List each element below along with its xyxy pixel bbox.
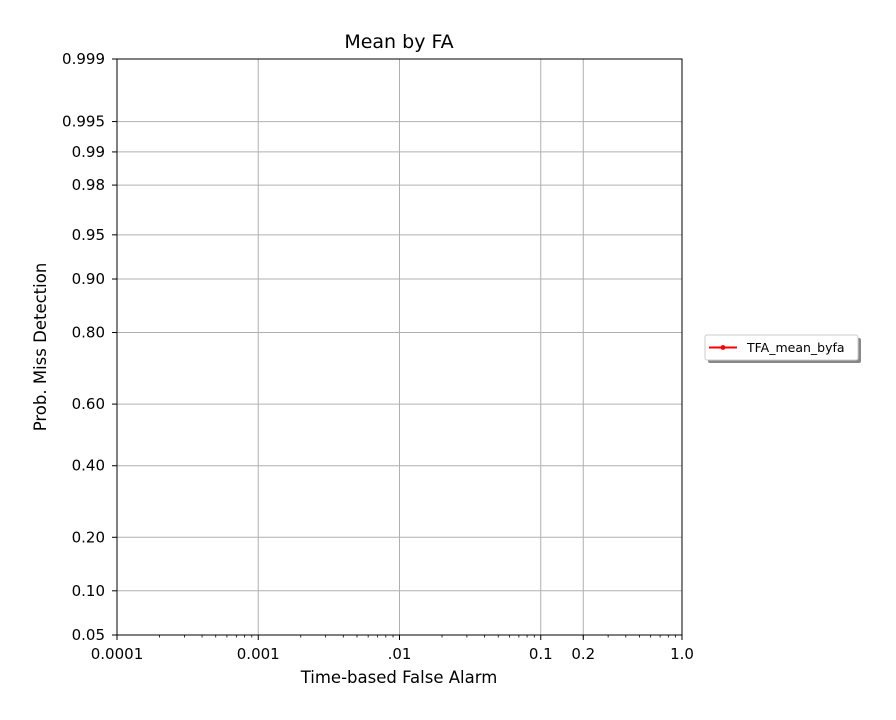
legend-box [704,334,859,361]
y-tick-label: 0.40 [72,457,105,475]
x-tick-label: 0.1 [529,645,553,663]
x-tick-label: 1.0 [670,645,694,663]
y-tick-label: 0.90 [72,270,105,288]
x-axis-label: Time-based False Alarm [300,668,498,687]
y-tick-label: 0.10 [72,582,105,600]
y-tick-label: 0.60 [72,395,105,413]
legend-entry-label: TFA_mean_byfa [746,340,845,355]
x-tick-label: 0.2 [571,645,595,663]
x-tick-labels: 0.0001 0.001 .01 0.1 0.2 1.0 [91,645,694,663]
x-tick-label: .01 [388,645,412,663]
y-tick-label: 0.995 [62,113,105,131]
y-tick-label: 0.95 [72,226,105,244]
legend: TFA_mean_byfa [704,334,861,363]
x-tick-label: 0.0001 [91,645,144,663]
plot-frame [116,58,683,636]
legend-marker-swatch [720,345,726,350]
y-tick-label: 0.99 [72,143,105,161]
y-tick-label: 0.999 [62,50,105,68]
y-tick-label: 0.20 [72,528,105,546]
y-tick-label: 0.98 [72,176,105,194]
y-tick-labels: 0.05 0.10 0.20 0.40 0.60 0.80 0.90 0.95 0.98 0.99… [62,50,105,644]
y-axis-label: Prob. Miss Detection [31,263,50,432]
y-tick-label: 0.80 [72,324,105,342]
x-tick-label: 0.001 [237,645,280,663]
chart-title: Mean by FA [344,31,453,53]
axis-ticks [112,58,683,640]
y-tick-label: 0.05 [72,626,105,644]
grid-lines [117,59,682,635]
